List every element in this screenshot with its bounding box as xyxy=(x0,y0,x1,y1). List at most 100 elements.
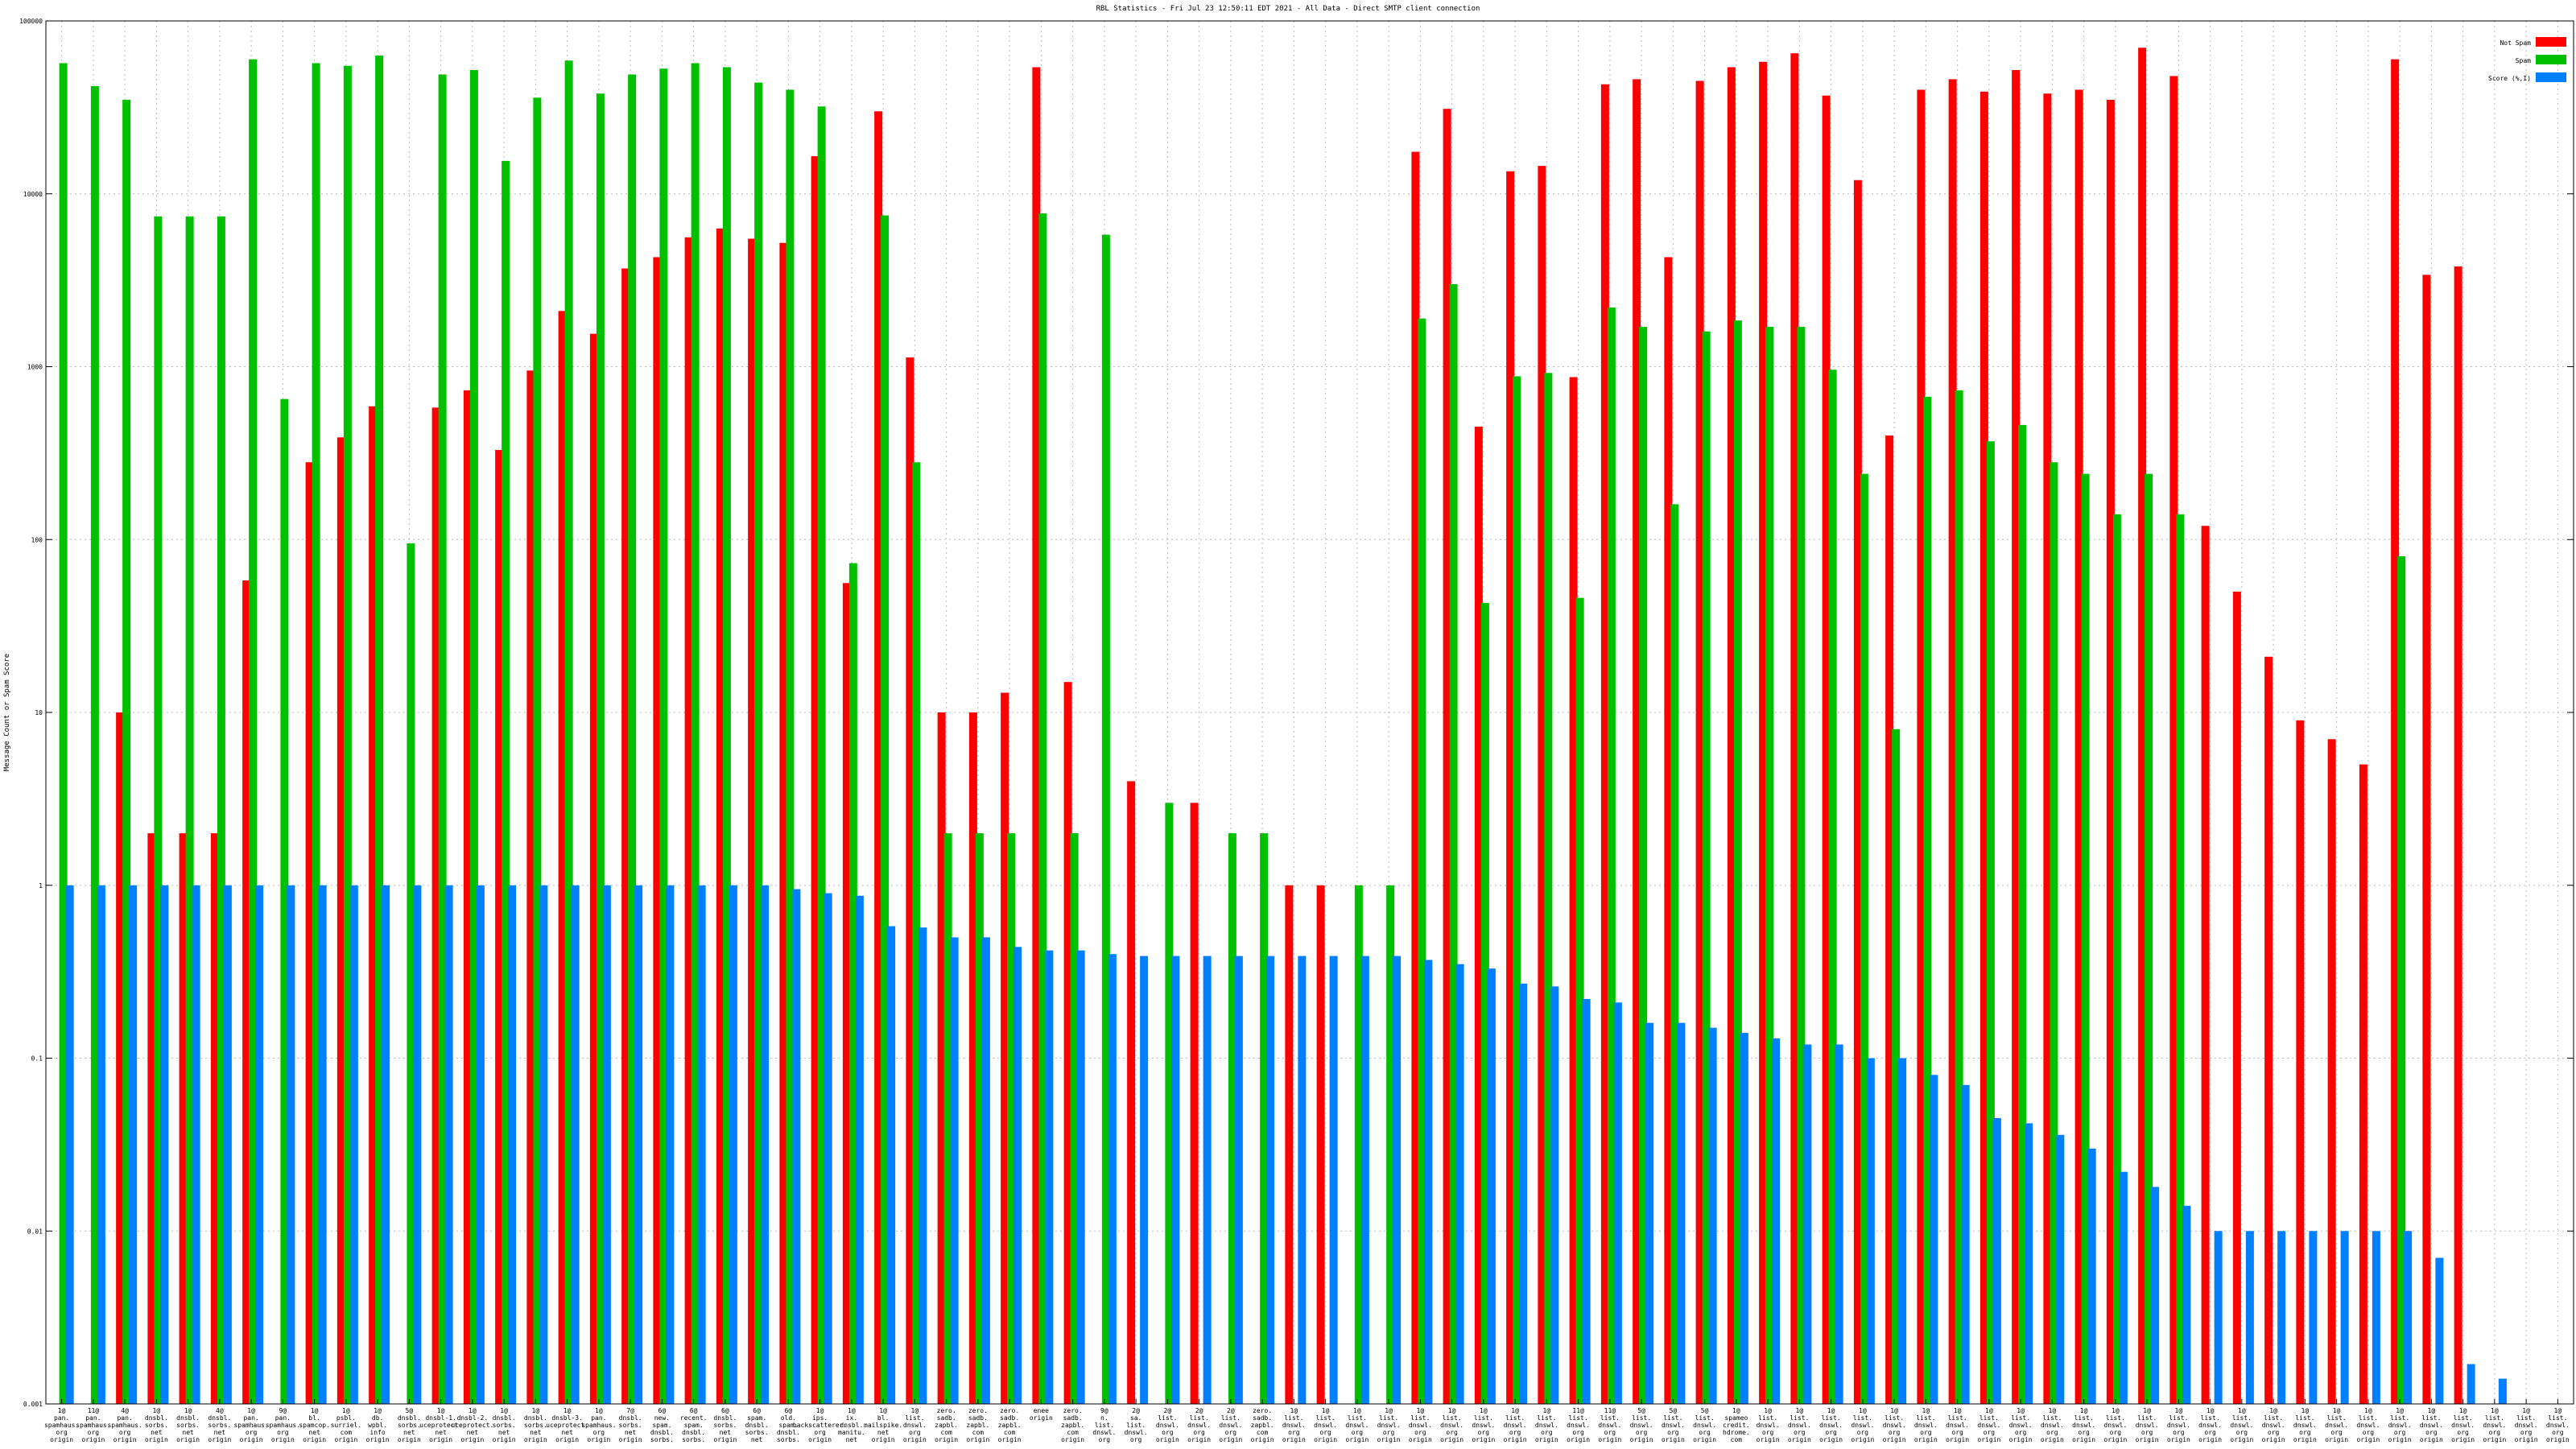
not-spam-bar xyxy=(431,407,440,1404)
score-bar xyxy=(2245,1231,2254,1404)
not-spam-bar xyxy=(2422,275,2431,1405)
score-bar xyxy=(697,885,706,1404)
score-bar xyxy=(97,885,105,1404)
score-bar xyxy=(950,937,959,1404)
score-bar xyxy=(634,885,643,1404)
x-category-label: 1@ spameo credit. hdrome. com xyxy=(1723,1407,1750,1443)
x-category-label: 1@ ix. dnsbl. manitu. net xyxy=(838,1407,865,1443)
x-category-label: 1@ dnsbl. sorbs. net origin xyxy=(493,1407,516,1443)
x-category-label: 11@ list. dnswl. org origin xyxy=(1567,1407,1590,1443)
spam-bar xyxy=(1765,327,1774,1404)
score-bar xyxy=(2498,1378,2507,1404)
spam-bar xyxy=(1228,833,1236,1404)
score-bar xyxy=(1140,956,1149,1404)
spam-bar xyxy=(1070,833,1079,1404)
x-category-label: 1@ list. dnswl. org origin xyxy=(1883,1407,1906,1443)
not-spam-bar xyxy=(242,580,251,1404)
x-category-label: 1@ dnsbl. sorbs. net origin xyxy=(145,1407,168,1443)
not-spam-bar xyxy=(369,406,378,1405)
score-bar xyxy=(666,885,675,1404)
x-category-label: 11@ list. dnswl. org origin xyxy=(1598,1407,1621,1443)
score-bar xyxy=(2087,1148,2096,1404)
not-spam-bar xyxy=(1032,67,1041,1405)
score-bar xyxy=(2025,1123,2033,1404)
spam-bar xyxy=(1007,833,1016,1404)
y-tick-label: 10000 xyxy=(23,191,43,198)
spam-bar xyxy=(502,160,510,1405)
y-tick-label: 0.001 xyxy=(23,1401,43,1408)
not-spam-bar xyxy=(906,357,914,1404)
not-spam-bar xyxy=(779,242,788,1404)
x-category-label: 1@ list. dnswl. org origin xyxy=(2451,1407,2475,1443)
not-spam-bar xyxy=(874,111,883,1404)
not-spam-bar xyxy=(495,449,504,1404)
score-bar xyxy=(1930,1075,1938,1404)
not-spam-bar xyxy=(1001,692,1009,1404)
spam-bar xyxy=(786,89,795,1404)
score-bar xyxy=(444,885,453,1404)
not-spam-bar xyxy=(1190,803,1199,1404)
spam-bar xyxy=(2112,514,2121,1404)
score-bar xyxy=(2372,1231,2380,1404)
not-spam-bar xyxy=(937,712,946,1404)
spam-bar xyxy=(628,74,637,1404)
x-category-label: 2@ list. dnswl. org origin xyxy=(1187,1407,1211,1443)
not-spam-bar xyxy=(621,268,630,1405)
score-bar xyxy=(1550,986,1559,1404)
x-category-label: 1@ psbl. surriel. com origin xyxy=(331,1407,362,1443)
x-category-label: 6@ new. spam. dnsbl. sorbs. xyxy=(650,1407,674,1443)
y-tick-label: 100 xyxy=(31,536,43,543)
not-spam-bar xyxy=(1600,84,1609,1404)
x-category-label: 1@ list. dnswl. org origin xyxy=(1504,1407,1527,1443)
x-category-label: 1@ list. dnswl. org origin xyxy=(2356,1407,2380,1443)
spam-bar xyxy=(754,82,763,1405)
spam-bar xyxy=(154,216,163,1404)
spam-bar xyxy=(59,63,68,1404)
score-bar xyxy=(1298,956,1307,1404)
score-bar xyxy=(1171,956,1180,1404)
score-bar xyxy=(1203,956,1212,1404)
not-spam-bar xyxy=(1822,95,1831,1405)
legend-swatch xyxy=(2536,37,2566,47)
not-spam-bar xyxy=(1569,377,1578,1404)
spam-bar xyxy=(1860,473,1868,1404)
spam-bar xyxy=(1955,390,1963,1404)
not-spam-bar xyxy=(968,712,977,1404)
score-bar xyxy=(1677,1022,1686,1404)
spam-bar xyxy=(1733,320,1742,1404)
spam-bar xyxy=(1480,602,1489,1404)
score-bar xyxy=(2119,1171,2128,1404)
score-bar xyxy=(1708,1027,1717,1404)
not-spam-bar xyxy=(653,257,662,1404)
spam-bar xyxy=(375,56,384,1405)
x-category-label: 1@ dnsbl-2. uceprotect. net origin xyxy=(451,1407,493,1443)
chart-title: RBL Statistics - Fri Jul 23 12:50:11 EDT… xyxy=(1096,5,1480,13)
score-bar xyxy=(413,885,422,1404)
x-category-label: 2@ list. dnswl. org origin xyxy=(1156,1407,1179,1443)
not-spam-bar xyxy=(1474,426,1483,1404)
spam-bar xyxy=(691,63,700,1404)
y-tick-label: 100000 xyxy=(19,18,43,25)
x-category-label: 1@ bl. spamcop. net origin xyxy=(299,1407,330,1443)
not-spam-bar xyxy=(1633,79,1641,1405)
not-spam-bar xyxy=(1127,781,1136,1404)
not-spam-bar xyxy=(2296,720,2305,1404)
score-bar xyxy=(223,885,232,1404)
not-spam-bar xyxy=(210,833,219,1404)
x-category-label: 2@ list. dnswl. org origin xyxy=(1219,1407,1242,1443)
spam-bar xyxy=(122,99,131,1405)
spam-bar xyxy=(2397,556,2406,1404)
not-spam-bar xyxy=(558,311,567,1404)
score-bar xyxy=(318,885,327,1404)
score-bar xyxy=(1234,956,1243,1404)
x-category-label: 11@ pan. spamhaus. org origin xyxy=(76,1407,110,1443)
y-axis-ticks: 0.001 0.01 0.1 1 10 100 1000 10000 100000 xyxy=(19,18,2574,1408)
score-bar xyxy=(1393,956,1402,1404)
score-bar xyxy=(2151,1187,2160,1404)
spam-bar xyxy=(1038,213,1047,1405)
spam-bar xyxy=(1575,597,1584,1404)
not-spam-bar xyxy=(147,833,156,1404)
x-category-label: 1@ ips. backscatterer. org origin xyxy=(793,1407,847,1443)
legend-label: Not Spam xyxy=(2500,39,2531,47)
